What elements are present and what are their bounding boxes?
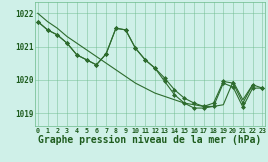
X-axis label: Graphe pression niveau de la mer (hPa): Graphe pression niveau de la mer (hPa) xyxy=(38,135,262,145)
